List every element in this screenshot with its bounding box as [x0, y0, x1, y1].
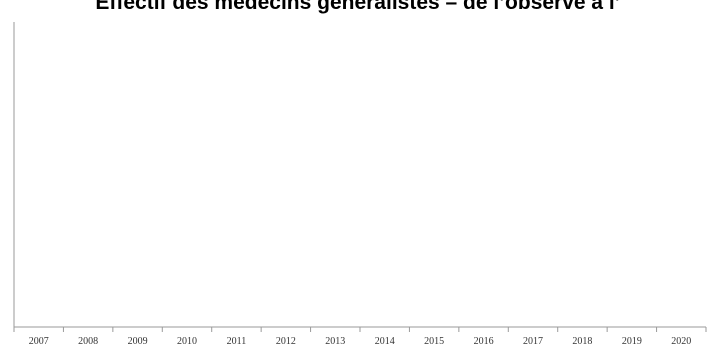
x-tick-label: 2009	[128, 336, 148, 347]
x-tick-label: 2013	[325, 336, 345, 347]
x-tick-label: 2015	[424, 336, 444, 347]
x-tick-label: 2018	[572, 336, 592, 347]
x-tick-label: 2007	[29, 336, 49, 347]
x-tick-label: 2017	[523, 336, 543, 347]
x-tick-label: 2016	[474, 336, 494, 347]
x-tick-label: 2012	[276, 336, 296, 347]
x-tick-label: 2020	[671, 336, 691, 347]
x-tick-label: 2014	[375, 336, 395, 347]
x-tick-labels: 2007 2008 2009 2010 2011 2012 2013 2014 2015 2016…	[29, 336, 692, 347]
x-tick-label: 2011	[227, 336, 247, 347]
x-ticks	[13, 327, 707, 332]
chart-title: Effectif des médecins généralistes – de …	[95, 0, 621, 14]
x-tick-label: 2019	[622, 336, 642, 347]
x-tick-label: 2010	[177, 336, 197, 347]
x-tick-label: 2008	[78, 336, 98, 347]
